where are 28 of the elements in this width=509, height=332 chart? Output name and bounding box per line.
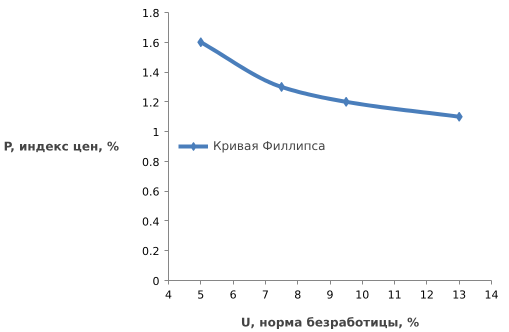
legend-label: Кривая Филлипса (213, 139, 326, 153)
y-tick-label: 0.4 (142, 215, 160, 228)
y-tick-label: 1 (152, 126, 160, 140)
x-tick-label: 8 (294, 288, 302, 302)
x-tick-label: 12 (420, 288, 434, 302)
x-tick-label: 6 (230, 288, 237, 302)
y-tick-label: 0.2 (142, 245, 160, 258)
x-tick-label: 7 (262, 288, 269, 302)
x-tick-label: 13 (452, 288, 466, 302)
y-tick-label: 1.2 (142, 96, 160, 110)
x-tick-label: 14 (484, 288, 498, 302)
x-tick-label: 5 (197, 288, 204, 302)
point (342, 96, 350, 107)
x-tick-label: 4 (165, 288, 172, 302)
y-tick-label: 0.8 (142, 156, 160, 169)
y-tick-label: 1.8 (142, 7, 160, 20)
y-axis-title: P, индекс цен, % (4, 140, 120, 154)
y-tick-label: 0 (152, 275, 160, 288)
x-axis-title: U, норма безработицы, % (240, 316, 420, 330)
x-tick-label: 9 (326, 288, 334, 302)
x-tick-label: 11 (388, 288, 402, 302)
y-tick-label: 0.6 (142, 186, 160, 199)
y-tick-label: 1.6 (142, 36, 160, 50)
point (278, 82, 286, 92)
x-tick-label: 10 (355, 288, 370, 302)
point (197, 37, 204, 48)
y-tick-label: 1.4 (142, 66, 160, 80)
point (456, 112, 463, 122)
